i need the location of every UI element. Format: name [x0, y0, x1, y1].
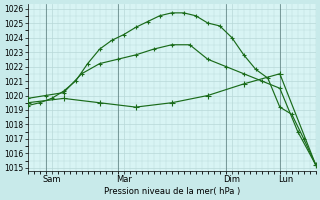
X-axis label: Pression niveau de la mer( hPa ): Pression niveau de la mer( hPa ): [104, 187, 240, 196]
